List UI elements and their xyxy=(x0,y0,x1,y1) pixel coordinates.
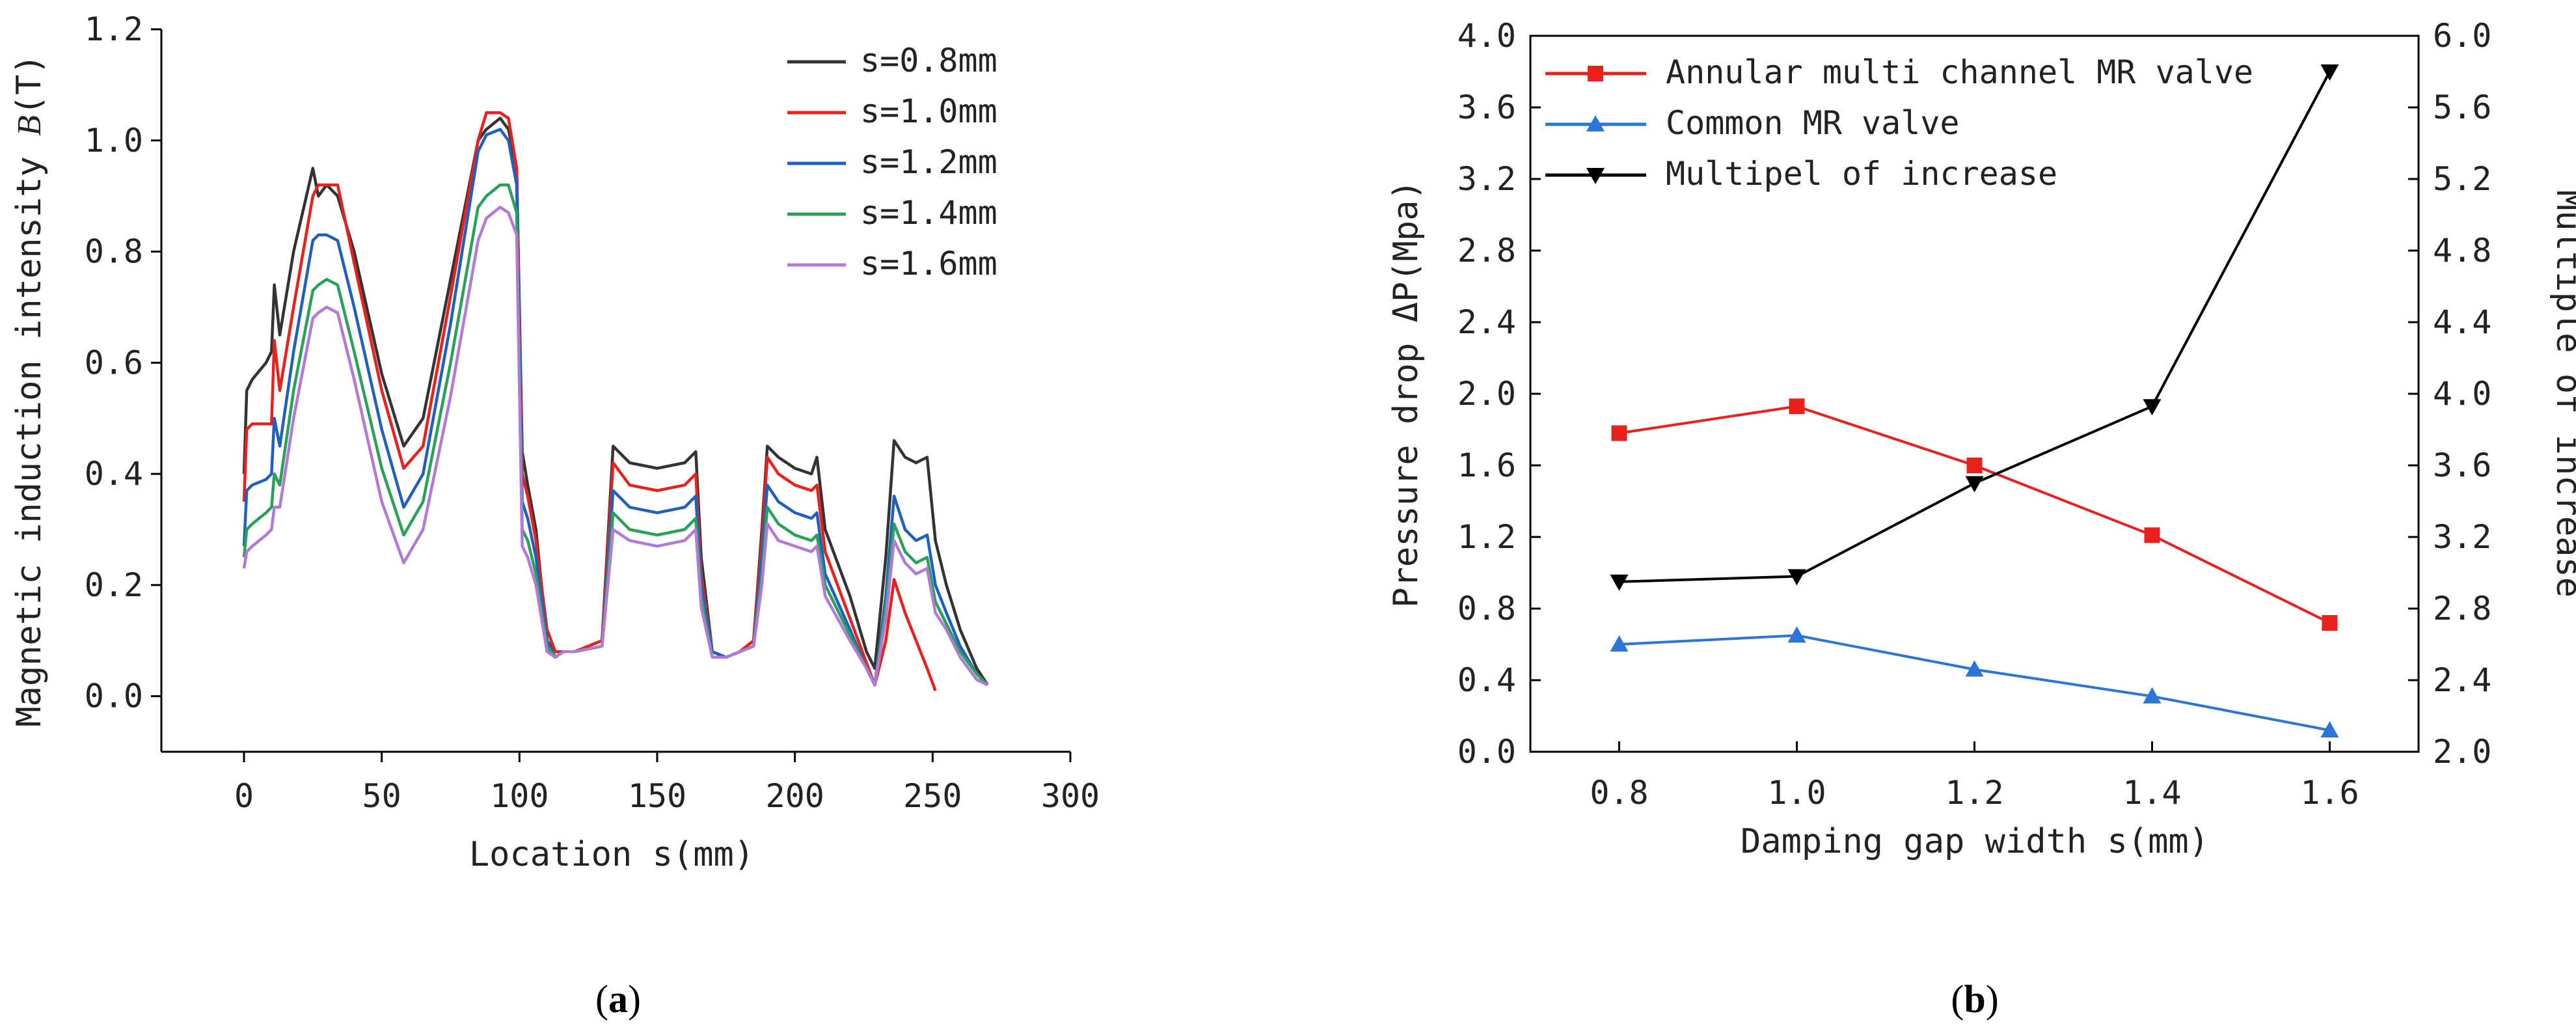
chart-b-y2-tick-label: 2.4 xyxy=(2433,661,2491,699)
chart-a-legend-label: s=1.2mm xyxy=(860,143,997,181)
chart-b-y2-label: Multiple of increase xyxy=(2549,190,2576,598)
chart-a-legend-label: s=1.4mm xyxy=(860,194,997,232)
chart-b-y2-tick-label: 4.4 xyxy=(2433,303,2491,341)
chart-b-legend-label: Common MR valve xyxy=(1666,104,1960,142)
chart-b-x-tick-label: 1.0 xyxy=(1767,774,1826,812)
chart-b-point-common-mr-valve xyxy=(2320,721,2339,737)
chart-b: 0.8 1.0 1.2 1.4 1.6 0.0 0.4 0.8 1.2 1.6 2.0 2.4 2.8… xyxy=(1387,17,2576,1021)
chart-a-y-label: Magnetic induction intensity B(T) xyxy=(10,54,49,727)
chart-b-point-common-mr-valve xyxy=(1787,626,1806,643)
chart-a-y-tick-label: 1.0 xyxy=(85,122,143,159)
chart-b-point-multipel-of-increase xyxy=(1787,569,1806,586)
chart-a-y-tick-label: 1.2 xyxy=(85,10,143,48)
chart-a: 0 50 100 150 200 250 300 0.0 0.2 0.4 0.6 0.8 1.0 1.2… xyxy=(10,10,1100,1021)
chart-a-legend-label: s=0.8mm xyxy=(860,42,997,79)
chart-a-x-tick-label: 50 xyxy=(362,777,401,815)
chart-b-y2-tick-label: 4.0 xyxy=(2433,375,2491,413)
chart-b-y-tick-label: 3.2 xyxy=(1457,160,1516,198)
chart-b-point-multipel-of-increase xyxy=(1965,476,1984,493)
chart-a-x-tick-label: 100 xyxy=(490,777,549,815)
chart-b-point-common-mr-valve xyxy=(1610,635,1629,652)
chart-a-x-tick-label: 150 xyxy=(628,777,686,815)
chart-b-y-tick-label: 3.6 xyxy=(1457,89,1516,126)
chart-b-x-tick-label: 1.2 xyxy=(1945,774,2003,812)
chart-b-y2-tick-label: 3.6 xyxy=(2433,447,2491,484)
chart-b-point-annular-multi-channel-mr-valve xyxy=(1789,398,1805,415)
chart-b-y-tick-label: 0.4 xyxy=(1457,661,1516,699)
chart-b-point-multipel-of-increase xyxy=(1610,574,1629,591)
chart-a-series xyxy=(242,111,989,691)
chart-b-x-tick-label: 0.8 xyxy=(1590,774,1648,812)
chart-a-y-tick-label: 0.4 xyxy=(85,455,143,493)
chart-b-y-label: Pressure drop ΔP(Mpa) xyxy=(1387,180,1426,607)
chart-a-ticks xyxy=(151,28,1072,762)
chart-a-x-label: Location s(mm) xyxy=(469,835,754,874)
chart-a-x-tick-label: 300 xyxy=(1041,777,1100,815)
chart-a-legend: s=0.8mm s=1.0mm s=1.2mm s=1.4mm s=1.6mm xyxy=(787,42,997,282)
chart-b-point-multipel-of-increase xyxy=(2143,399,2162,416)
chart-b-point-annular-multi-channel-mr-valve xyxy=(2322,615,2338,631)
chart-b-series xyxy=(1610,64,2339,737)
chart-b-point-annular-multi-channel-mr-valve xyxy=(1966,458,1983,473)
chart-b-y2-tick-label: 5.2 xyxy=(2433,160,2491,198)
chart-b-y-tick-label: 4.0 xyxy=(1457,17,1516,55)
chart-b-y-tick-label: 1.2 xyxy=(1457,518,1516,556)
chart-b-x-tick-label: 1.4 xyxy=(2122,774,2181,812)
chart-b-y-tick-label: 2.4 xyxy=(1457,303,1516,341)
chart-b-point-common-mr-valve xyxy=(1965,660,1984,677)
chart-b-y-tick-label: 2.8 xyxy=(1457,232,1516,269)
panel-label-a: (a) xyxy=(595,978,641,1021)
chart-b-legend-marker xyxy=(1586,168,1605,184)
chart-a-y-label-var: B xyxy=(11,115,48,136)
chart-a-series-line-s-1-6mm xyxy=(242,205,989,687)
chart-b-x-tick-label: 1.6 xyxy=(2300,774,2359,812)
chart-b-point-annular-multi-channel-mr-valve xyxy=(2144,527,2160,543)
chart-b-y2-tick-label: 3.2 xyxy=(2433,518,2491,556)
chart-b-y2-tick-label: 2.0 xyxy=(2433,733,2491,771)
chart-b-y2-tick-label: 4.8 xyxy=(2433,232,2491,269)
chart-b-point-common-mr-valve xyxy=(2143,687,2162,704)
chart-b-y2-tick-label: 5.6 xyxy=(2433,89,2491,126)
chart-b-y-tick-label: 2.0 xyxy=(1457,375,1516,413)
chart-a-legend-label: s=1.6mm xyxy=(860,245,997,282)
chart-a-y-tick-label: 0.2 xyxy=(85,566,143,604)
chart-b-x-label: Damping gap width s(mm) xyxy=(1741,822,2209,861)
chart-b-y-tick-label: 0.0 xyxy=(1457,733,1516,771)
chart-b-y-tick-label: 1.6 xyxy=(1457,447,1516,484)
chart-a-x-tick-label: 250 xyxy=(903,777,962,815)
chart-b-legend-label: Annular multi channel MR valve xyxy=(1666,53,2253,91)
chart-b-legend: Annular multi channel MR valve Common MR … xyxy=(1545,53,2253,193)
chart-a-legend-label: s=1.0mm xyxy=(860,92,997,130)
chart-a-y-label-suffix: (T) xyxy=(10,54,49,115)
chart-b-frame xyxy=(1529,34,2420,753)
chart-b-point-multipel-of-increase xyxy=(2320,64,2339,81)
chart-a-y-tick-label: 0.0 xyxy=(85,678,143,715)
chart-b-legend-marker xyxy=(1588,66,1603,81)
chart-b-legend-label: Multipel of increase xyxy=(1666,155,2057,193)
chart-b-y-tick-label: 0.8 xyxy=(1457,590,1516,627)
chart-a-x-tick-label: 200 xyxy=(766,777,824,815)
chart-b-point-annular-multi-channel-mr-valve xyxy=(1611,425,1627,441)
chart-b-y2-tick-label: 2.8 xyxy=(2433,590,2491,627)
chart-a-y-tick-label: 0.6 xyxy=(85,344,143,381)
chart-a-y-label-prefix: Magnetic induction intensity xyxy=(10,136,49,727)
chart-a-x-tick-label: 0 xyxy=(234,777,254,815)
chart-b-y2-tick-label: 6.0 xyxy=(2433,17,2491,55)
chart-b-legend-marker xyxy=(1586,115,1605,131)
panel-label-b: (b) xyxy=(1951,978,1998,1021)
chart-a-y-tick-label: 0.8 xyxy=(85,233,143,271)
